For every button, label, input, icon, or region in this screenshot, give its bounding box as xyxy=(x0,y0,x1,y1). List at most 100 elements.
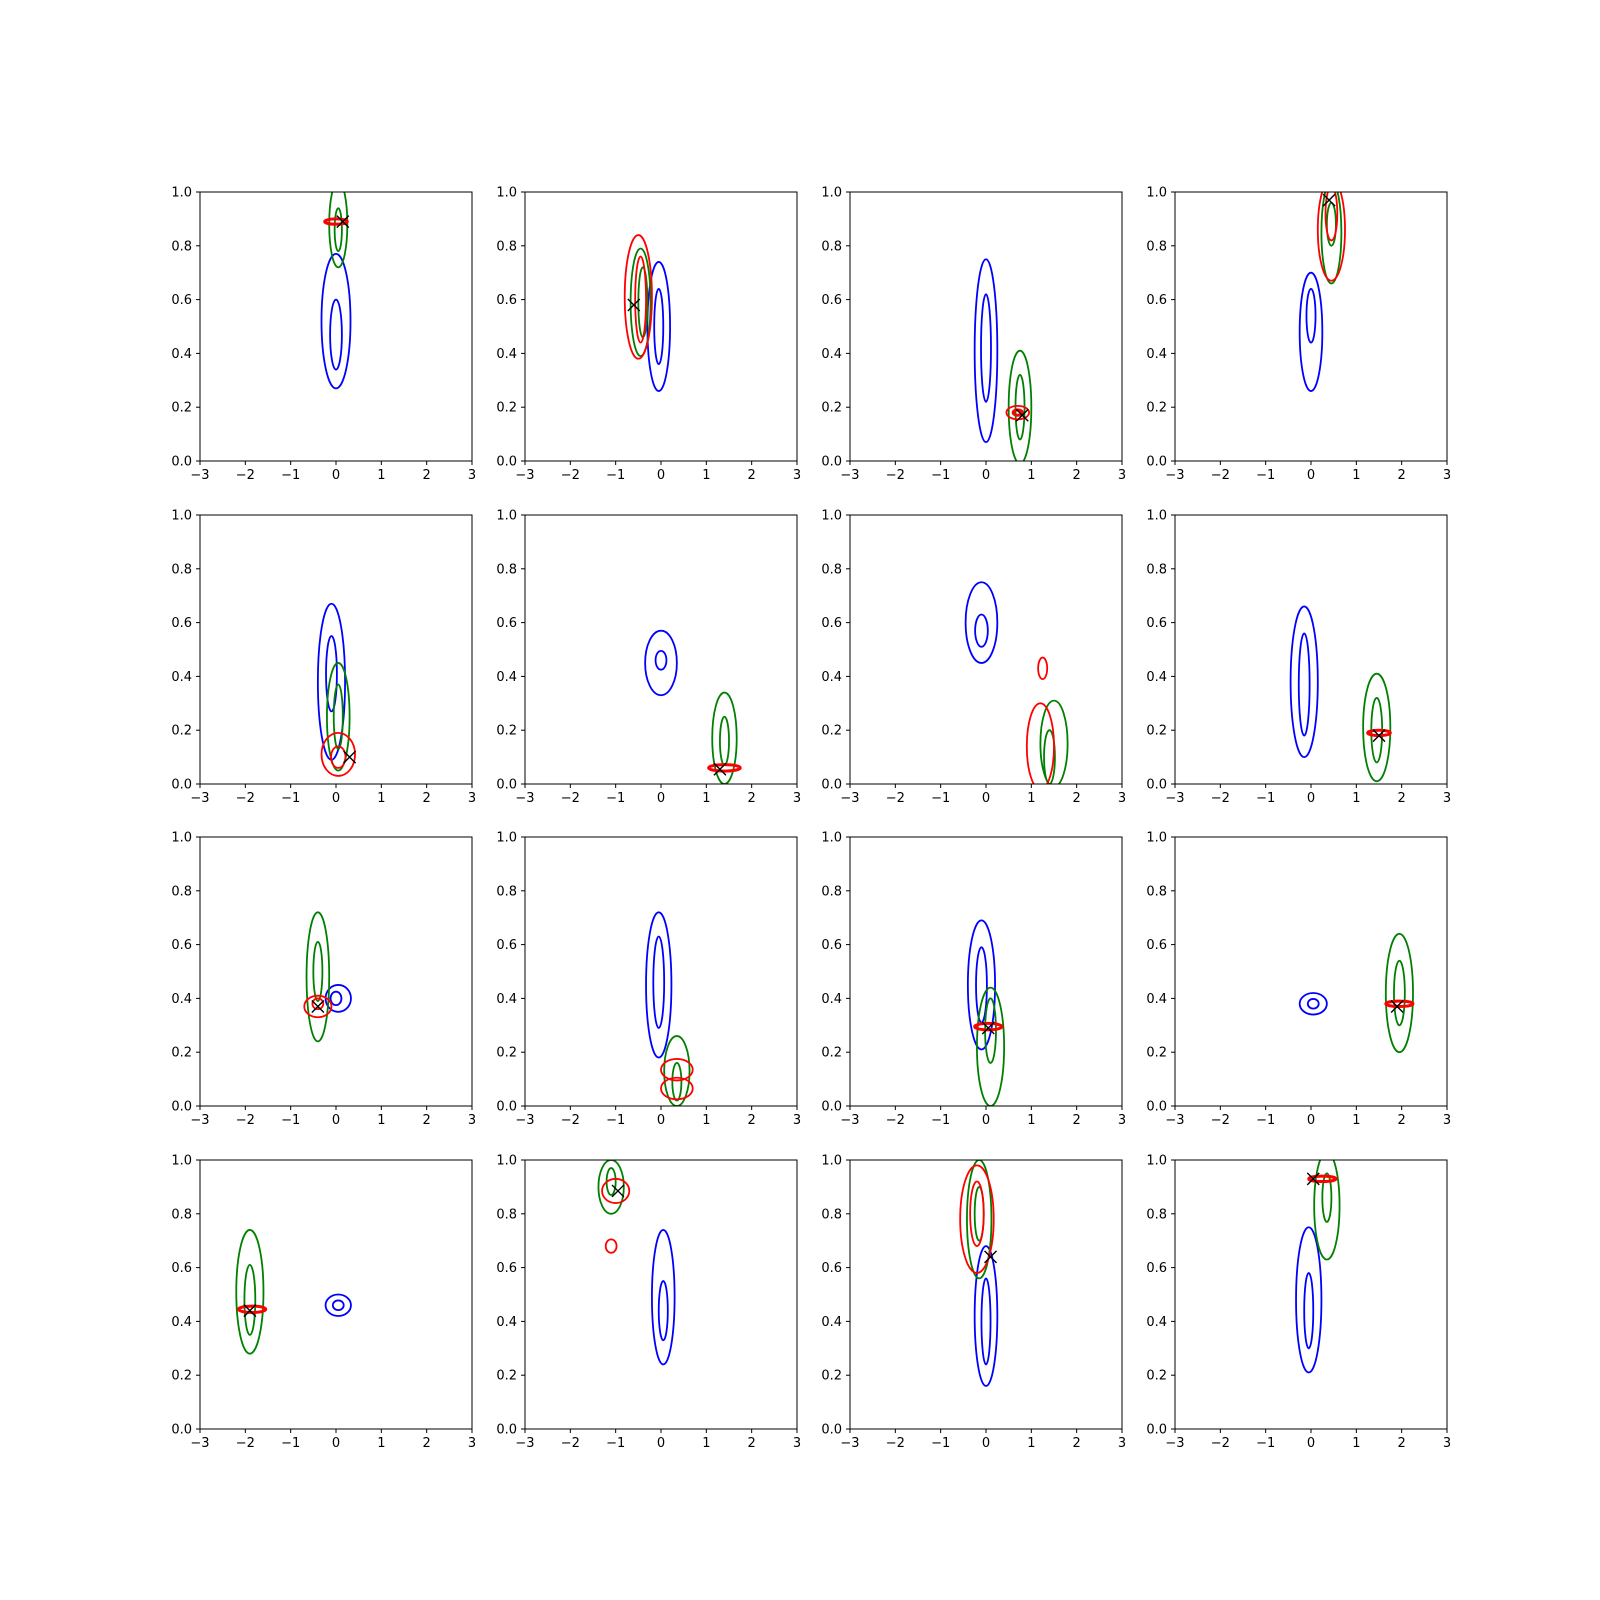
subplot-2: −3 −2 −1 0 1 2 3 0.0 0.2 0.4 0.6 0.8 1.0 xyxy=(496,186,801,484)
blue-contour-1 xyxy=(966,919,996,1051)
x-tick-label: −3 xyxy=(840,1436,859,1451)
x-tick-label: −1 xyxy=(281,1113,300,1128)
y-tick-label: 0.0 xyxy=(821,778,842,793)
green-contour-1 xyxy=(966,1160,993,1280)
x-tick-label: −2 xyxy=(561,1436,580,1451)
red-contour-2 xyxy=(1324,192,1339,242)
y-tick-label: 0.0 xyxy=(821,1100,842,1115)
green-contour-2 xyxy=(243,1264,257,1336)
y-tick-label: 0.6 xyxy=(821,938,842,953)
subplot-9: −3 −2 −1 0 1 2 3 0.0 0.2 0.4 0.6 0.8 1.0 xyxy=(171,831,476,1129)
x-tick-label: −1 xyxy=(281,1436,300,1451)
x-tick-label: 1 xyxy=(377,468,385,483)
subplot-1: −3 −2 −1 0 1 2 3 0.0 0.2 0.4 0.6 0.8 1.0 xyxy=(171,186,476,484)
blue-contour-2 xyxy=(329,298,343,371)
x-tick-label: 3 xyxy=(793,1436,801,1451)
x-tick-label: −2 xyxy=(561,1113,580,1128)
x-tick-label: 2 xyxy=(748,1436,756,1451)
y-tick-label: 0.4 xyxy=(1146,670,1167,685)
x-tick-label: −3 xyxy=(1165,791,1184,806)
x-tick-label: 1 xyxy=(1352,1436,1360,1451)
y-tick-label: 1.0 xyxy=(1146,831,1167,846)
y-tick-label: 1.0 xyxy=(171,509,192,524)
y-tick-label: 0.6 xyxy=(171,938,192,953)
red-contour-2 xyxy=(311,997,325,1011)
blue-contour-1 xyxy=(1289,605,1319,759)
blue-contour-2 xyxy=(1303,1272,1315,1350)
x-tick-label: −2 xyxy=(236,1113,255,1128)
x-tick-label: −3 xyxy=(840,468,859,483)
subplot-10: −3 −2 −1 0 1 2 3 0.0 0.2 0.4 0.6 0.8 1.0 xyxy=(496,831,801,1129)
x-tick-label: −2 xyxy=(886,468,905,483)
x-tick-label: −3 xyxy=(515,1436,534,1451)
x-tick-label: −2 xyxy=(886,791,905,806)
y-tick-label: 1.0 xyxy=(1146,509,1167,524)
y-tick-label: 0.4 xyxy=(821,992,842,1007)
y-tick-label: 0.2 xyxy=(821,1369,842,1384)
red-contour-1 xyxy=(1025,702,1055,784)
red-contour-2 xyxy=(1037,656,1049,680)
y-tick-label: 0.0 xyxy=(496,1100,517,1115)
x-tick-label: 2 xyxy=(748,1113,756,1128)
x-tick-label: 1 xyxy=(702,791,710,806)
subplot-7: −3 −2 −1 0 1 2 3 0.0 0.2 0.4 0.6 0.8 1.0 xyxy=(821,509,1126,807)
x-tick-label: −1 xyxy=(281,468,300,483)
x-marker-icon xyxy=(336,215,350,229)
y-tick-label: 0.0 xyxy=(1146,1423,1167,1438)
y-tick-label: 0.8 xyxy=(1146,239,1167,254)
plot-area xyxy=(320,192,352,390)
y-tick-label: 0.4 xyxy=(496,992,517,1007)
blue-contour-2 xyxy=(974,613,989,648)
x-tick-label: −1 xyxy=(1256,468,1275,483)
x-tick-label: 1 xyxy=(377,791,385,806)
blue-contour-1 xyxy=(324,1293,352,1317)
y-tick-label: 0.2 xyxy=(171,401,192,416)
x-tick-label: −3 xyxy=(515,1113,534,1128)
x-tick-label: 3 xyxy=(468,1436,476,1451)
y-tick-label: 0.4 xyxy=(171,347,192,362)
plot-area xyxy=(966,919,1006,1106)
x-tick-label: −2 xyxy=(886,1113,905,1128)
x-tick-label: −3 xyxy=(190,791,209,806)
blue-contour-2 xyxy=(1305,287,1317,344)
x-tick-label: 2 xyxy=(1073,468,1081,483)
y-tick-label: 0.2 xyxy=(821,1046,842,1061)
y-tick-label: 0.8 xyxy=(1146,562,1167,577)
red-contour-2 xyxy=(660,1076,694,1101)
y-tick-label: 0.6 xyxy=(171,1261,192,1276)
green-contour-1 xyxy=(1313,1160,1341,1261)
y-tick-label: 1.0 xyxy=(1146,186,1167,201)
red-contour-1 xyxy=(623,234,653,360)
y-tick-label: 0.8 xyxy=(496,239,517,254)
blue-contour-2 xyxy=(653,287,665,366)
blue-contour-1 xyxy=(964,581,999,664)
x-tick-label: −3 xyxy=(190,1436,209,1451)
y-tick-label: 0.2 xyxy=(1146,724,1167,739)
green-contour-2 xyxy=(1393,959,1406,1027)
y-tick-label: 0.4 xyxy=(821,347,842,362)
blue-contour-2 xyxy=(652,935,666,1029)
subplot-16: −3 −2 −1 0 1 2 3 0.0 0.2 0.4 0.6 0.8 1.0 xyxy=(1146,1154,1451,1452)
y-tick-label: 0.6 xyxy=(496,938,517,953)
y-tick-label: 0.6 xyxy=(1146,293,1167,308)
x-tick-label: 3 xyxy=(793,1113,801,1128)
x-tick-label: −2 xyxy=(886,1436,905,1451)
y-tick-label: 0.0 xyxy=(171,455,192,470)
x-tick-label: 0 xyxy=(1307,468,1315,483)
x-marker-icon xyxy=(343,750,357,764)
y-tick-label: 1.0 xyxy=(821,1154,842,1169)
y-tick-label: 1.0 xyxy=(171,186,192,201)
x-tick-label: 3 xyxy=(468,1113,476,1128)
y-tick-label: 1.0 xyxy=(821,831,842,846)
blue-contour-2 xyxy=(325,635,338,713)
x-tick-label: 0 xyxy=(332,791,340,806)
y-tick-label: 1.0 xyxy=(821,186,842,201)
x-tick-label: 3 xyxy=(793,791,801,806)
x-tick-label: 0 xyxy=(1307,791,1315,806)
x-tick-label: 3 xyxy=(1443,1436,1451,1451)
blue-contour-1 xyxy=(645,911,673,1059)
x-tick-label: −3 xyxy=(515,468,534,483)
x-tick-label: 2 xyxy=(748,791,756,806)
